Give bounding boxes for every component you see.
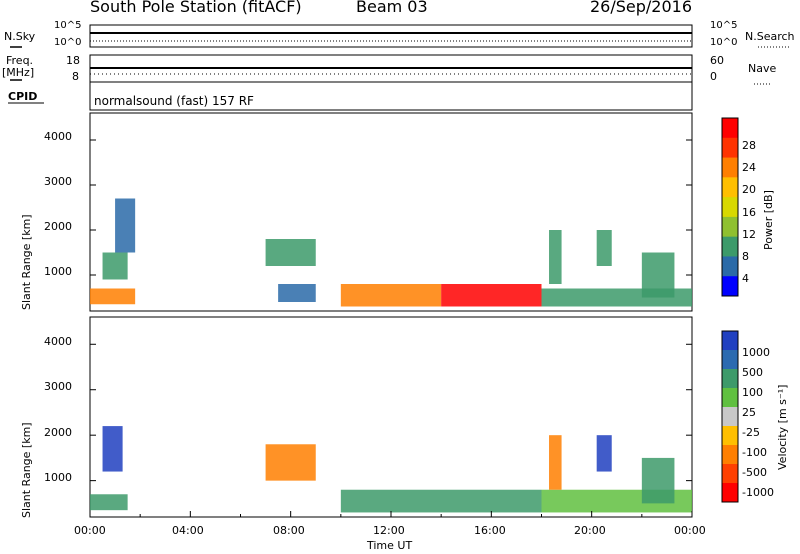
velocity-colorbar-swatch xyxy=(722,407,738,427)
velocity-data-region xyxy=(340,489,542,513)
velocity-data-region xyxy=(102,426,123,472)
power-ytick-2000: 2000 xyxy=(44,220,72,233)
xtick-2: 08:00 xyxy=(273,524,305,537)
power-colorbar-swatch xyxy=(722,157,738,178)
velocity-data-region xyxy=(265,444,316,481)
power-ytick-4000: 4000 xyxy=(44,130,72,143)
date-title: 26/Sep/2016 xyxy=(590,0,693,16)
velocity-cbar-tick-m25: -25 xyxy=(742,426,760,439)
station-title: South Pole Station (fitACF) xyxy=(90,0,302,16)
velocity-colorbar-frame xyxy=(721,330,739,503)
power-cbar-tick-20: 20 xyxy=(742,183,756,196)
power-cbar-label: Power [dB] xyxy=(762,190,775,250)
velocity-data-region xyxy=(596,435,612,472)
velocity-ytick-1000: 1000 xyxy=(44,471,72,484)
freq-label: Freq. xyxy=(6,54,34,67)
velocity-cbar-tick-m100: -100 xyxy=(742,446,767,459)
nave-label: Nave xyxy=(748,62,777,75)
cpid-label: CPID xyxy=(8,90,38,103)
power-cbar-tick-4: 4 xyxy=(742,272,749,285)
power-data-region xyxy=(441,284,542,307)
velocity-colorbar-swatch xyxy=(722,445,738,465)
power-colorbar-swatch xyxy=(722,256,738,277)
power-data-region xyxy=(265,239,316,266)
power-data-region xyxy=(102,252,128,280)
velocity-colorbar-swatch xyxy=(722,331,738,351)
velocity-cbar-tick-25: 25 xyxy=(742,406,756,419)
velocity-cbar-tick-500: 500 xyxy=(742,366,763,379)
nsky-label: N.Sky xyxy=(4,30,36,43)
power-colorbar-swatch xyxy=(722,197,738,218)
velocity-colorbar-swatch xyxy=(722,426,738,446)
nsky-panel xyxy=(89,24,693,48)
xtick-4: 16:00 xyxy=(474,524,506,537)
velocity-colorbar-swatch xyxy=(722,369,738,389)
velocity-panel xyxy=(89,316,693,518)
x-axis-label: Time UT xyxy=(367,539,413,552)
velocity-colorbar-swatch xyxy=(722,388,738,408)
power-data-region xyxy=(596,230,612,266)
velocity-cbar-tick-m500: -500 xyxy=(742,466,767,479)
power-cbar-tick-16: 16 xyxy=(742,206,756,219)
velocity-data-region xyxy=(549,435,562,490)
nave-tick-bottom: 0 xyxy=(710,70,717,83)
power-ytick-3000: 3000 xyxy=(44,175,72,188)
cpid-text: normalsound (fast) 157 RF xyxy=(94,94,254,108)
nave-tick-top: 60 xyxy=(710,54,724,67)
power-ytick-1000: 1000 xyxy=(44,265,72,278)
velocity-ytick-2000: 2000 xyxy=(44,426,72,439)
beam-title: Beam 03 xyxy=(356,0,428,16)
freq-unit-label: [MHz] xyxy=(2,66,35,79)
velocity-colorbar-swatch xyxy=(722,483,738,503)
velocity-ylabel: Slant Range [km] xyxy=(20,422,33,518)
xtick-3: 12:00 xyxy=(373,524,405,537)
power-colorbar-frame xyxy=(721,117,739,297)
power-data-region xyxy=(278,284,316,302)
xtick-0: 00:00 xyxy=(74,524,106,537)
freq-tick-bottom: 8 xyxy=(72,70,79,83)
nsearch-tick-bottom: 10^0 xyxy=(710,37,738,48)
velocity-cbar-tick-1000: 1000 xyxy=(742,346,770,359)
power-panel xyxy=(89,112,693,312)
power-data-region xyxy=(340,284,442,307)
power-data-region xyxy=(115,198,136,253)
power-colorbar-swatch xyxy=(722,236,738,257)
nsearch-tick-top: 10^5 xyxy=(710,20,738,31)
nsearch-label: N.Search xyxy=(745,30,795,43)
power-cbar-tick-24: 24 xyxy=(742,161,756,174)
velocity-cbar-tick-m1000: -1000 xyxy=(742,486,774,499)
power-colorbar-swatch xyxy=(722,177,738,198)
power-data-region xyxy=(90,288,136,305)
cpid-panel xyxy=(89,81,693,111)
power-cbar-tick-12: 12 xyxy=(742,228,756,241)
power-colorbar-swatch xyxy=(722,137,738,159)
velocity-cbar-label: Velocity [m s⁻¹] xyxy=(776,384,789,470)
nsky-tick-top: 10^5 xyxy=(54,20,82,31)
velocity-cbar-tick-100: 100 xyxy=(742,386,763,399)
power-ylabel: Slant Range [km] xyxy=(20,214,33,310)
power-colorbar-swatch xyxy=(722,276,738,297)
power-data-region xyxy=(641,252,675,298)
freq-tick-top: 18 xyxy=(66,54,80,67)
velocity-ytick-4000: 4000 xyxy=(44,335,72,348)
xtick-5: 20:00 xyxy=(574,524,606,537)
power-cbar-tick-28: 28 xyxy=(742,139,756,152)
velocity-data-region xyxy=(641,457,675,504)
power-colorbar-swatch xyxy=(722,118,738,139)
xtick-6: 00:00 xyxy=(674,524,706,537)
xtick-1: 04:00 xyxy=(172,524,204,537)
power-colorbar-swatch xyxy=(722,216,738,238)
power-cbar-tick-8: 8 xyxy=(742,250,749,263)
velocity-colorbar-swatch xyxy=(722,464,738,484)
velocity-colorbar-swatch xyxy=(722,350,738,370)
nsky-tick-bottom: 10^0 xyxy=(54,37,82,48)
velocity-ytick-3000: 3000 xyxy=(44,380,72,393)
velocity-data-region xyxy=(90,494,128,511)
power-data-region xyxy=(549,230,562,284)
